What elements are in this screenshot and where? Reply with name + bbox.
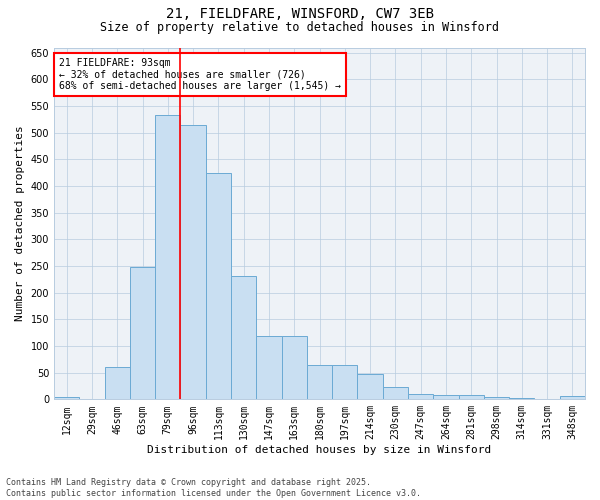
Bar — [509, 398, 535, 400]
Bar — [458, 395, 484, 400]
Bar — [307, 364, 332, 400]
Y-axis label: Number of detached properties: Number of detached properties — [15, 126, 25, 322]
Bar — [256, 336, 281, 400]
Bar — [408, 394, 433, 400]
Bar — [54, 396, 79, 400]
Bar — [560, 396, 585, 400]
Bar — [104, 368, 130, 400]
Text: 21, FIELDFARE, WINSFORD, CW7 3EB: 21, FIELDFARE, WINSFORD, CW7 3EB — [166, 8, 434, 22]
Bar — [155, 115, 181, 400]
Bar — [358, 374, 383, 400]
Text: 21 FIELDFARE: 93sqm
← 32% of detached houses are smaller (726)
68% of semi-detac: 21 FIELDFARE: 93sqm ← 32% of detached ho… — [59, 58, 341, 92]
Bar — [332, 364, 358, 400]
Bar — [181, 125, 206, 400]
Bar — [130, 267, 155, 400]
Text: Size of property relative to detached houses in Winsford: Size of property relative to detached ho… — [101, 21, 499, 34]
Bar — [484, 396, 509, 400]
Bar — [433, 395, 458, 400]
X-axis label: Distribution of detached houses by size in Winsford: Distribution of detached houses by size … — [148, 445, 491, 455]
Bar — [206, 173, 231, 400]
Text: Contains HM Land Registry data © Crown copyright and database right 2025.
Contai: Contains HM Land Registry data © Crown c… — [6, 478, 421, 498]
Bar — [231, 276, 256, 400]
Bar — [383, 387, 408, 400]
Bar — [281, 336, 307, 400]
